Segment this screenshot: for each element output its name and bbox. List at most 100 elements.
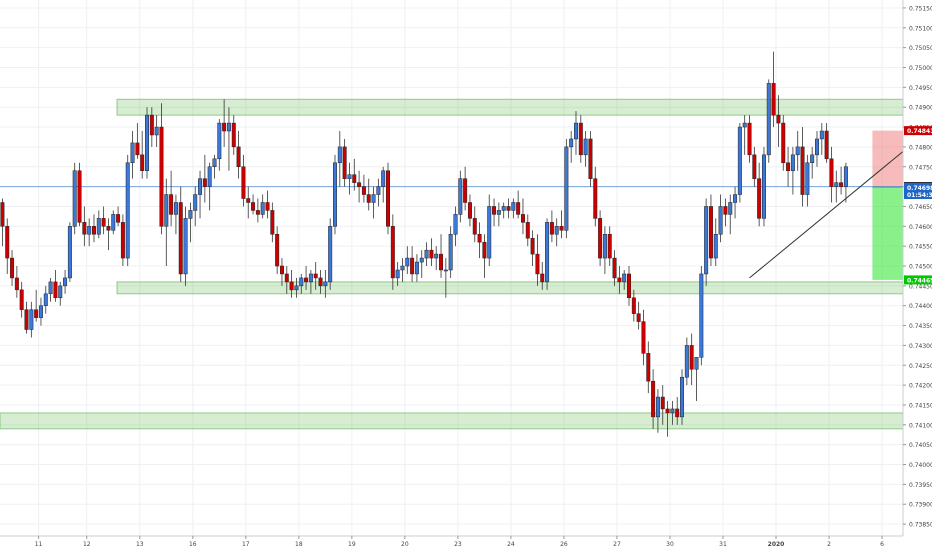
y-tick-label: 0.74050 bbox=[909, 442, 932, 449]
candle-body bbox=[405, 257, 410, 267]
candle-body bbox=[178, 202, 183, 275]
candle-body bbox=[419, 257, 424, 263]
candle-body bbox=[279, 265, 284, 275]
candle-body bbox=[612, 257, 617, 279]
candle-body bbox=[752, 154, 757, 179]
candle-body bbox=[675, 408, 680, 418]
candle-body bbox=[169, 194, 174, 215]
candle-body bbox=[265, 202, 270, 211]
candle-body bbox=[43, 293, 48, 306]
candle-body bbox=[217, 122, 222, 160]
candle-body bbox=[554, 226, 559, 235]
candle-body bbox=[366, 194, 371, 203]
candle-body bbox=[458, 178, 463, 215]
price-label-text: 0.74698 bbox=[907, 185, 932, 192]
y-tick-label: 0.75050 bbox=[909, 45, 932, 52]
candle-body bbox=[472, 218, 477, 235]
y-tick-label: 0.75100 bbox=[909, 25, 932, 32]
y-tick-label: 0.74200 bbox=[909, 383, 932, 390]
candle-body bbox=[496, 210, 501, 215]
candle-body bbox=[535, 253, 540, 275]
y-tick-label: 0.74950 bbox=[909, 85, 932, 92]
candle-body bbox=[786, 162, 791, 171]
candle-body bbox=[67, 226, 72, 279]
candle-body bbox=[602, 234, 607, 259]
x-tick-label: 2020 bbox=[768, 541, 785, 548]
candle-body bbox=[361, 186, 366, 195]
candle-body bbox=[63, 277, 68, 287]
candle-body bbox=[87, 226, 92, 235]
candle-body bbox=[5, 226, 10, 259]
price-label-box bbox=[904, 275, 932, 285]
candle-body bbox=[371, 194, 376, 203]
candle-body bbox=[559, 226, 564, 231]
candle-body bbox=[641, 321, 646, 354]
candle-body bbox=[154, 126, 159, 136]
candle-body bbox=[188, 210, 193, 219]
price-label-text: 01:54:35 bbox=[907, 192, 932, 199]
y-tick-label: 0.75000 bbox=[909, 65, 932, 72]
candle-body bbox=[357, 182, 362, 187]
candle-body bbox=[453, 214, 458, 235]
candle-body bbox=[631, 297, 636, 314]
candle-body bbox=[530, 237, 535, 255]
candle-body bbox=[699, 273, 704, 358]
candle-body bbox=[429, 249, 434, 259]
candle-body bbox=[96, 218, 101, 235]
candle-body bbox=[492, 206, 497, 215]
candle-body bbox=[173, 202, 178, 215]
candle-body bbox=[111, 214, 116, 231]
y-tick-label: 0.74750 bbox=[909, 164, 932, 171]
candle-body bbox=[627, 273, 631, 299]
candle-body bbox=[516, 202, 521, 215]
candle-body bbox=[708, 206, 713, 259]
candle-body bbox=[24, 309, 29, 330]
y-tick-label: 0.74650 bbox=[909, 204, 932, 211]
candle-body bbox=[574, 122, 578, 140]
price-label-box bbox=[904, 182, 932, 192]
x-tick-label: 13 bbox=[136, 541, 144, 548]
candle-body bbox=[14, 277, 19, 291]
x-tick-label: 26 bbox=[560, 541, 568, 548]
candle-body bbox=[159, 126, 164, 227]
x-tick-label: 23 bbox=[454, 541, 462, 548]
candle-body bbox=[819, 130, 824, 140]
candle-body bbox=[761, 154, 766, 219]
candle-body bbox=[19, 289, 24, 310]
candle-body bbox=[771, 83, 776, 116]
candle-body bbox=[713, 234, 718, 259]
candle-body bbox=[342, 146, 347, 179]
y-tick-label: 0.74400 bbox=[909, 303, 932, 310]
candle-body bbox=[284, 273, 289, 283]
candle-body bbox=[318, 277, 323, 287]
candle-body bbox=[255, 210, 260, 215]
candle-body bbox=[198, 178, 203, 195]
x-tick-label: 27 bbox=[613, 541, 621, 548]
candle-body bbox=[120, 222, 125, 259]
candle-body bbox=[622, 273, 627, 283]
trendline[interactable] bbox=[749, 150, 905, 279]
x-tick-label: 18 bbox=[295, 541, 303, 548]
candle-body bbox=[463, 178, 468, 203]
candle-body bbox=[333, 162, 337, 227]
candle-body bbox=[130, 142, 135, 164]
candle-body bbox=[684, 345, 689, 378]
candle-body bbox=[116, 214, 121, 223]
candle-body bbox=[212, 158, 217, 168]
candle-body bbox=[53, 281, 58, 299]
candle-body bbox=[728, 202, 733, 215]
candle-body bbox=[48, 281, 53, 295]
candle-body bbox=[737, 126, 742, 195]
zone-3 bbox=[0, 412, 904, 430]
price-label-text: 0.74465 bbox=[907, 277, 932, 284]
y-tick-label: 0.73850 bbox=[909, 522, 932, 529]
candle-body bbox=[545, 222, 550, 283]
candle-body bbox=[0, 202, 5, 227]
y-tick-label: 0.74500 bbox=[909, 264, 932, 271]
trendline-layer[interactable] bbox=[749, 150, 905, 279]
candle-body bbox=[800, 146, 805, 195]
candle-body bbox=[598, 218, 603, 259]
